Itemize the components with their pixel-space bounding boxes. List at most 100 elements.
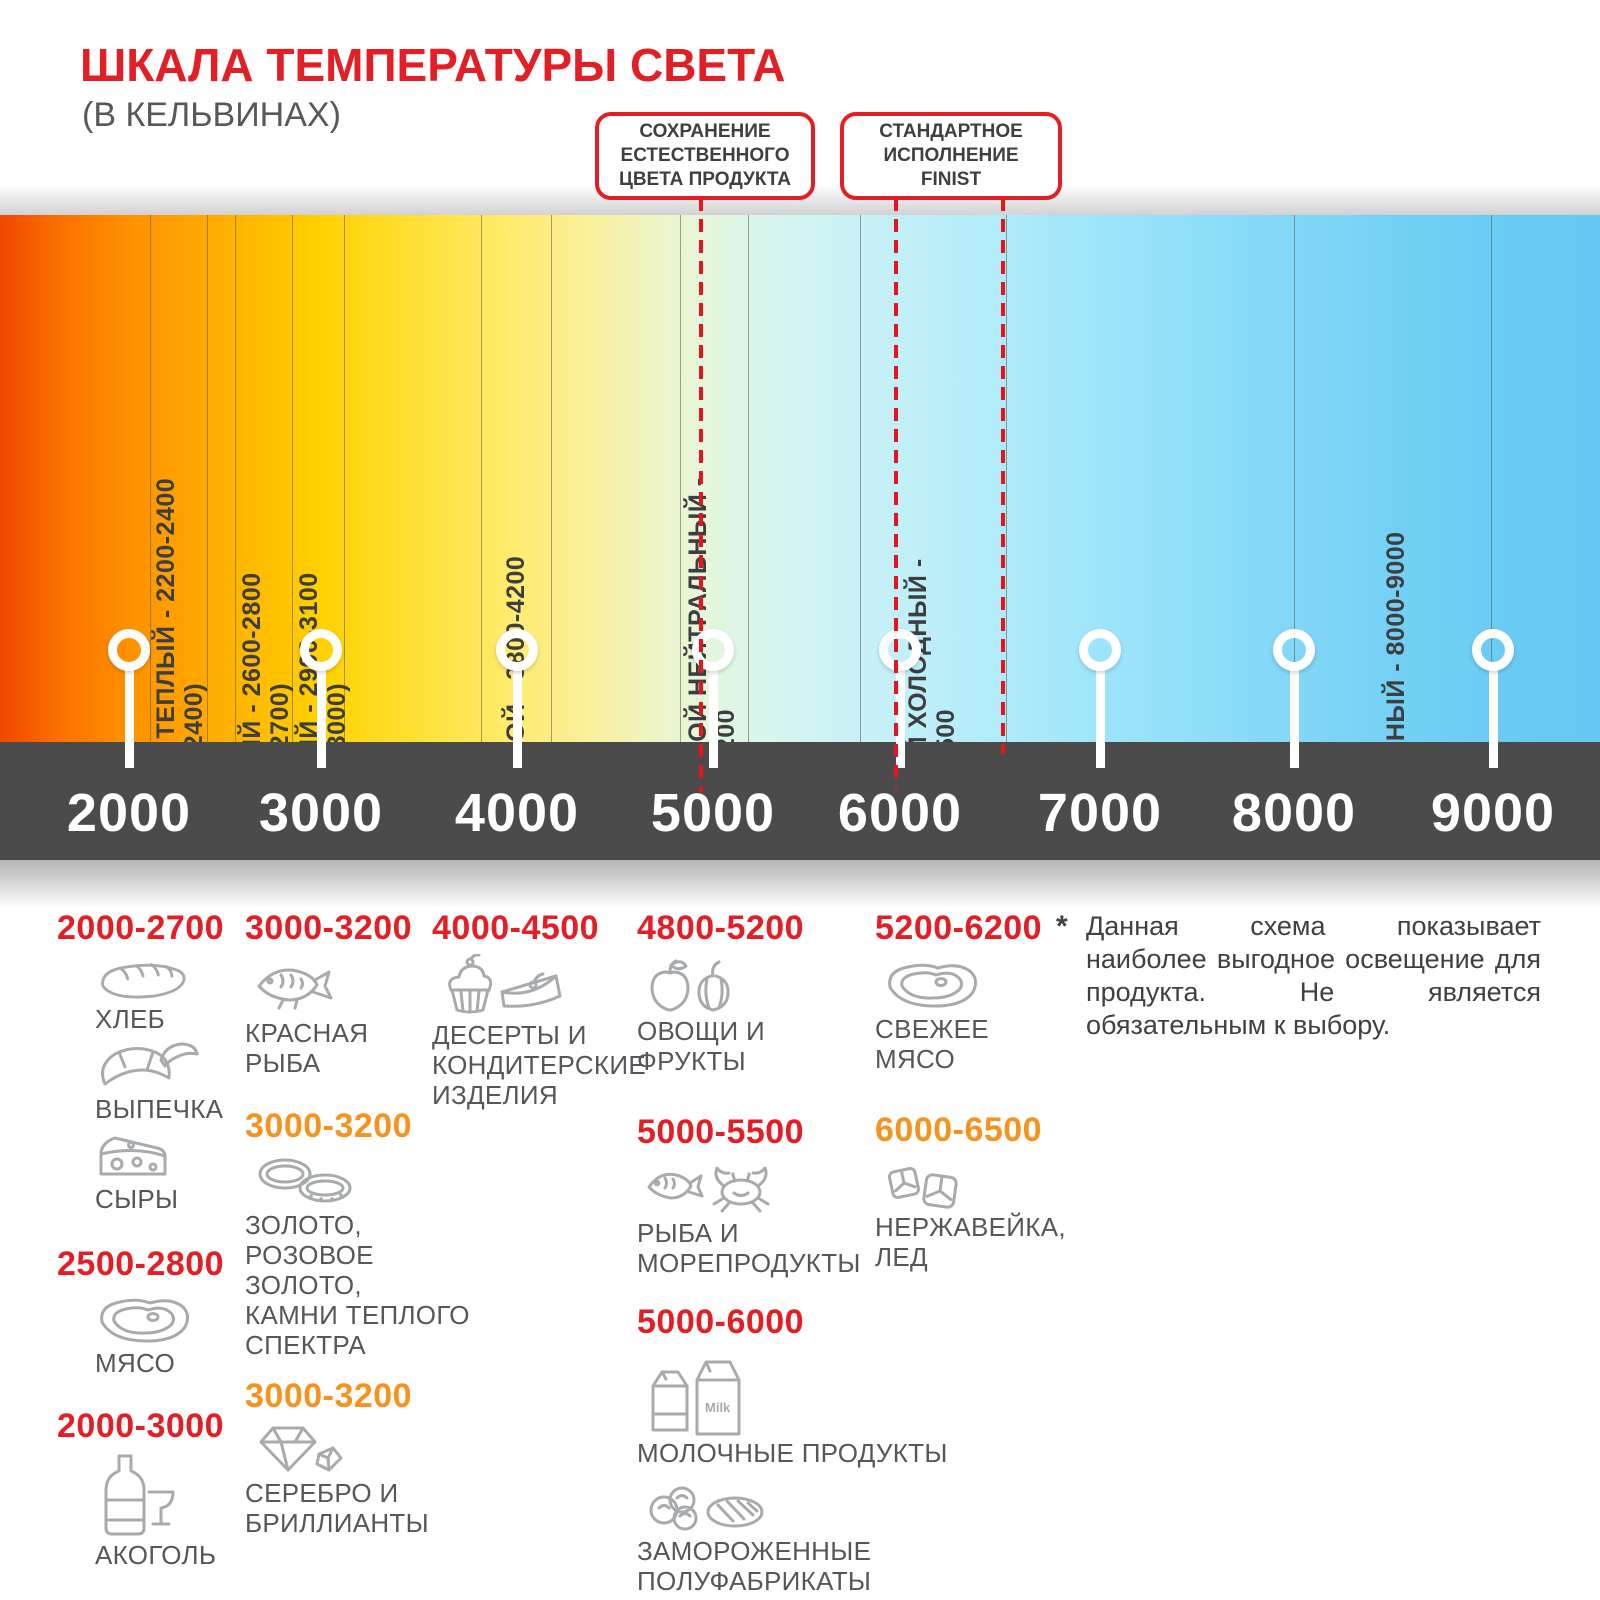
bread-icon — [101, 963, 186, 999]
legend-label: РЫБА И МОРЕПРОДУКТЫ — [637, 1218, 861, 1278]
range-header: 3000-3200 — [245, 1107, 413, 1145]
axis-tick-2000: 2000 — [66, 783, 192, 843]
grid-line — [481, 215, 482, 742]
range-header: 2000-3000 — [57, 1407, 225, 1445]
legend-label: ДЕСЕРТЫ И КОНДИТЕРСКИЕ ИЗДЕЛИЯ — [432, 1020, 646, 1110]
tick-stem — [125, 669, 134, 768]
page-subtitle: (В КЕЛЬВИНАХ) — [82, 96, 341, 134]
legend-block: 3000-3200 СЕРЕБРО И БРИЛЛИАНТЫ — [245, 1376, 485, 1538]
legend-label: МЯСО — [95, 1348, 176, 1378]
callout-line: ЕСТЕСТВЕННОГО — [620, 145, 790, 166]
legend-label: СЫРЫ — [95, 1184, 179, 1214]
grid-line — [551, 215, 552, 742]
tick-stem — [1489, 669, 1498, 768]
axis-tick-4000: 4000 — [454, 783, 580, 843]
tick-stem — [896, 669, 905, 768]
tick-ring-marker — [1273, 629, 1315, 671]
range-header: 4000-4500 — [432, 909, 600, 947]
band-shadow — [0, 860, 1600, 908]
legend-label: НЕРЖАВЕЙКА, ЛЕД — [875, 1212, 1066, 1272]
axis-tick-3000: 3000 — [258, 783, 384, 843]
range-header: 2500-2800 — [57, 1245, 225, 1283]
legend-block: 2000-3000 АКОГОЛЬ — [57, 1406, 237, 1570]
dashed-marker-5000 — [699, 198, 703, 792]
range-header: 6000-6500 — [875, 1111, 1043, 1149]
legend-block: 5200-6200 СВЕЖЕЕ МЯСО — [875, 908, 1065, 1074]
legend-label: ВЫПЕЧКА — [95, 1094, 224, 1124]
tick-ring-marker — [108, 629, 150, 671]
grid-line — [150, 215, 151, 742]
tick-ring-marker — [692, 629, 734, 671]
legend-label: СЕРЕБРО И БРИЛЛИАНТЫ — [245, 1478, 429, 1538]
legend-block: 2500-2800 МЯСО — [57, 1244, 237, 1378]
kelvin-gradient-bar: СУПЕР ТЕПЛЫЙ - 2200-2400 (тип К 2400) ТЕ… — [0, 215, 1600, 833]
range-header: 5200-6200 — [875, 909, 1043, 947]
axis-tick-8000: 8000 — [1231, 783, 1357, 843]
tick-ring-marker — [879, 629, 921, 671]
legend-label: КРАСНАЯ РЫБА — [245, 1018, 369, 1078]
tick-ring-marker — [1079, 629, 1121, 671]
legend-block: 2000-2700 ХЛЕБ ВЫПЕЧКА СЫРЫ — [57, 908, 237, 1214]
axis-tick-6000: 6000 — [837, 783, 963, 843]
page-title: ШКАЛА ТЕМПЕРАТУРЫ СВЕТА — [80, 39, 786, 91]
frozen-food-icon — [649, 1486, 764, 1531]
footnote-text: Данная схема показывает наиболее выгодно… — [1086, 911, 1541, 1040]
callout-line: ИСПОЛНЕНИЕ — [883, 145, 1019, 166]
dessert-icon — [448, 954, 562, 1014]
fresh-meat-icon — [888, 963, 978, 1008]
tick-stem — [709, 669, 718, 768]
legend-block: 5000-6000 Milk МОЛОЧНЫЕ ПРОДУКТЫ ЗАМОРОЖ… — [637, 1302, 948, 1596]
legend-block: 4800-5200 ОВОЩИ И ФРУКТЫ — [637, 908, 937, 1076]
legend-label: ОВОЩИ И ФРУКТЫ — [637, 1016, 765, 1076]
legend-label: СВЕЖЕЕ МЯСО — [875, 1014, 989, 1074]
grid-line — [748, 215, 749, 742]
diamond-icon — [259, 1426, 343, 1472]
legend-label: ХЛЕБ — [95, 1004, 166, 1034]
ice-cubes-icon — [888, 1167, 958, 1209]
meat-steak-icon — [100, 1298, 190, 1343]
range-header: 3000-3200 — [245, 909, 413, 947]
callout-line: СТАНДАРТНОЕ — [879, 121, 1023, 142]
grid-line — [235, 215, 236, 742]
range-header: 4800-5200 — [637, 909, 805, 947]
tick-ring-marker — [1472, 629, 1514, 671]
legend-label: МОЛОЧНЫЕ ПРОДУКТЫ — [637, 1438, 948, 1468]
croissant-icon — [101, 1042, 199, 1086]
footnote: * Данная схема показывает наиболее выгод… — [1056, 910, 1548, 1042]
axis-tick-7000: 7000 — [1037, 783, 1163, 843]
cheese-icon — [99, 1136, 167, 1176]
tick-stem — [1096, 669, 1105, 768]
legend-block: 5000-5500 РЫБА И МОРЕПРОДУКТЫ — [637, 1112, 937, 1278]
legend-column-5: 5200-6200 СВЕЖЕЕ МЯСО 6000-6500 НЕРЖА — [875, 908, 1066, 1272]
callout-finist-standard: СТАНДАРТНОЕ ИСПОЛНЕНИЕ FINIST — [840, 112, 1062, 200]
dairy-icon: Milk — [651, 1360, 741, 1436]
callout-line: ЦВЕТА ПРОДУКТА — [618, 169, 792, 190]
gold-rings-icon — [258, 1158, 352, 1203]
footnote-asterisk: * — [1056, 910, 1068, 943]
callout-line: СОХРАНЕНИЕ — [639, 121, 771, 142]
grid-line — [860, 215, 861, 742]
range-header: 5000-6000 — [637, 1303, 805, 1341]
dashed-marker-6500 — [1001, 198, 1005, 754]
tick-ring-marker — [496, 629, 538, 671]
grid-line — [1491, 215, 1492, 742]
tick-stem — [1290, 669, 1299, 768]
grid-line — [1006, 215, 1007, 742]
tick-stem — [513, 669, 522, 768]
range-header: 3000-3200 — [245, 1377, 413, 1415]
range-header: 2000-2700 — [57, 909, 225, 947]
axis-tick-5000: 5000 — [650, 783, 776, 843]
legend-block: 3000-3200 КРАСНАЯ РЫБА — [245, 908, 485, 1078]
legend-label: АКОГОЛЬ — [95, 1540, 217, 1570]
tick-ring-marker — [300, 629, 342, 671]
range-header: 5000-5500 — [637, 1113, 805, 1151]
grid-line — [680, 215, 681, 742]
tick-stem — [317, 669, 326, 768]
fruits-vegetables-icon — [650, 959, 730, 1012]
grid-line — [292, 215, 293, 742]
grid-line — [207, 215, 208, 742]
legend-column-3: 4000-4500 ДЕСЕРТЫ И КОНДИТЕРСКИЕ ИЗДЕЛИЯ — [432, 908, 646, 1110]
legend-column-2: 3000-3200 КРАСНАЯ РЫБА 3000-3200 ЗОЛОТО,… — [245, 908, 485, 1538]
legend-column-4: 4800-5200 ОВОЩИ И ФРУКТЫ 5000-5500 — [637, 908, 948, 1596]
